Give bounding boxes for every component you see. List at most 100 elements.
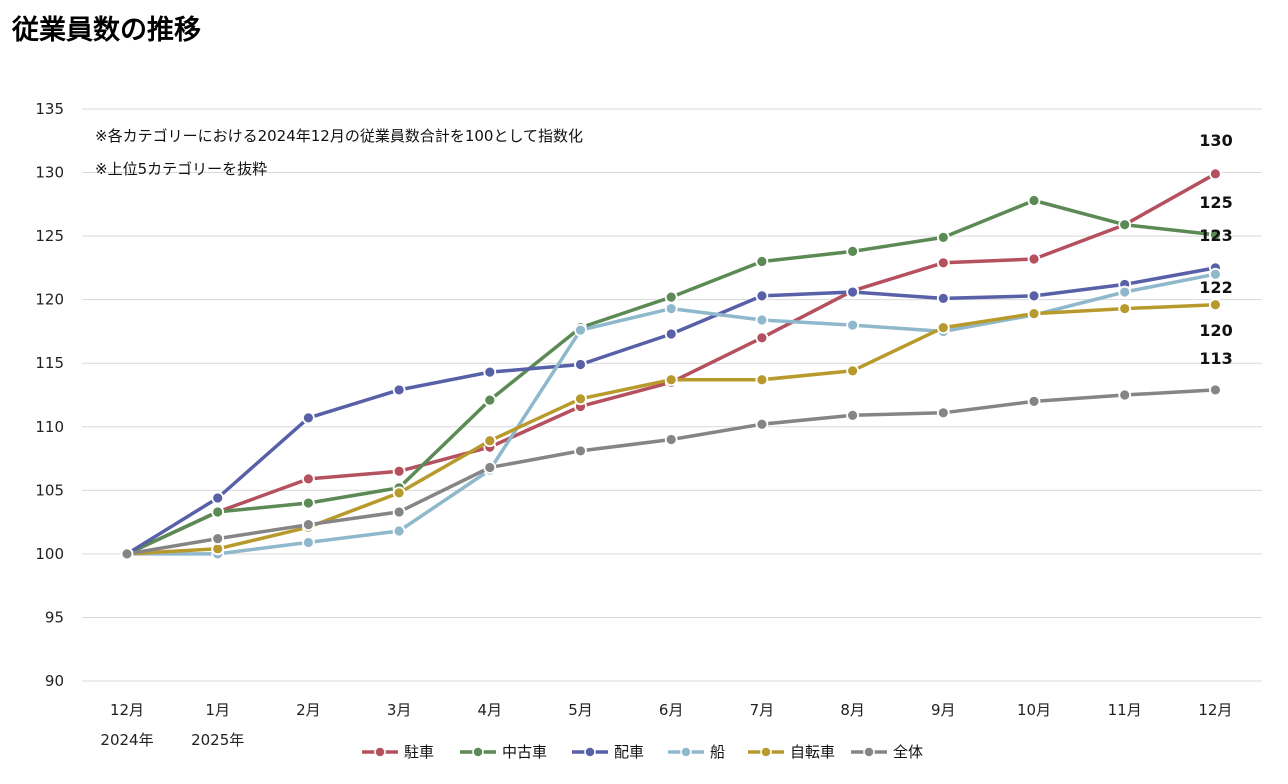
data-point: [574, 358, 587, 371]
data-point: [664, 290, 678, 304]
data-point: [664, 433, 678, 446]
data-point: [664, 373, 678, 387]
data-point: [755, 313, 769, 327]
data-point: [755, 373, 769, 387]
data-point: [392, 464, 406, 478]
data-point: [1209, 228, 1222, 242]
legend-swatch-marker: [472, 746, 484, 758]
x-tick-label: 8月: [840, 701, 865, 719]
data-point: [574, 444, 587, 458]
x-tick-label: 4月: [478, 701, 503, 719]
data-point: [211, 532, 225, 546]
data-point: [846, 285, 859, 299]
data-point: [936, 321, 950, 335]
series-1: [120, 194, 1222, 561]
x-tick-label: 5月: [568, 701, 593, 719]
data-point: [1118, 302, 1132, 315]
series-5: [120, 383, 1222, 561]
legend-swatch-marker: [584, 746, 596, 758]
data-point: [846, 318, 859, 332]
y-tick-label: 100: [35, 545, 64, 563]
legend-swatch-marker: [760, 746, 772, 758]
data-point: [936, 256, 950, 270]
data-point: [1209, 298, 1222, 312]
series-line: [125, 303, 1218, 556]
data-point: [1118, 388, 1132, 402]
data-point: [664, 327, 678, 341]
data-point: [755, 289, 769, 303]
y-tick-label: 115: [35, 354, 64, 372]
end-value-label: 113: [1199, 349, 1232, 368]
note-1: ※各カテゴリーにおける2024年12月の従業員数合計を100として指数化: [95, 127, 583, 145]
end-value-label: 122: [1199, 278, 1232, 297]
legend-item: 全体: [851, 743, 923, 761]
legend-swatch-marker: [680, 746, 692, 758]
x-tick-label: 1月: [205, 701, 230, 719]
legend-item: 中古車: [460, 743, 547, 761]
end-value-label: 120: [1199, 321, 1232, 340]
data-point: [483, 393, 497, 407]
data-point: [664, 302, 678, 315]
y-tick-label: 120: [35, 291, 64, 309]
legend-label: 自転車: [790, 743, 835, 761]
data-point: [301, 496, 315, 510]
note-2: ※上位5カテゴリーを抜粋: [95, 160, 267, 178]
legend-swatch-marker: [863, 746, 875, 758]
data-point: [936, 406, 950, 420]
gridlines: [82, 108, 1262, 682]
series-line: [125, 272, 1218, 556]
x-year-label: 2024年: [100, 731, 153, 749]
series-line: [125, 388, 1218, 556]
data-point: [1027, 252, 1041, 266]
data-point: [392, 524, 406, 538]
legend-label: 駐車: [404, 743, 434, 761]
y-axis-ticks: 90 95 100 105 110 115 120 125 130 135: [35, 100, 64, 690]
data-point: [392, 383, 406, 397]
data-point: [211, 505, 225, 519]
data-point: [1027, 289, 1041, 303]
data-point: [1209, 267, 1222, 281]
x-tick-label: 3月: [387, 701, 412, 719]
data-point: [1027, 394, 1041, 408]
data-point: [483, 434, 497, 448]
x-tick-label: 11月: [1108, 701, 1142, 719]
y-tick-label: 90: [45, 672, 64, 690]
x-tick-label: 12月: [1198, 701, 1232, 719]
chart-notes: ※各カテゴリーにおける2024年12月の従業員数合計を100として指数化 ※上位…: [95, 127, 583, 178]
data-point: [392, 486, 406, 500]
data-point: [936, 291, 950, 305]
data-point: [301, 472, 315, 486]
data-point: [211, 491, 225, 505]
legend-label: 全体: [893, 743, 923, 761]
data-point: [301, 518, 315, 532]
y-tick-label: 95: [45, 608, 64, 626]
data-point: [483, 461, 497, 474]
data-point: [574, 323, 587, 337]
x-year-label: 2025年: [191, 731, 244, 749]
legend-item: 船: [668, 743, 725, 761]
series-line: [125, 172, 1218, 556]
series-group: [120, 167, 1222, 561]
data-point: [301, 536, 315, 549]
x-tick-label: 10月: [1017, 701, 1051, 719]
y-tick-label: 105: [35, 481, 64, 499]
data-point: [846, 364, 859, 378]
series-0: [120, 167, 1222, 561]
end-value-label: 130: [1199, 131, 1232, 150]
x-axis-ticks: 12月 1月 2月 3月 4月 5月 6月 7月 8月 9月 10月 11月 12月 2024年 2025年: [100, 701, 1232, 749]
x-tick-label: 6月: [659, 701, 684, 719]
legend-label: 船: [710, 743, 725, 761]
data-point: [1209, 383, 1222, 397]
legend-swatch-marker: [374, 746, 386, 758]
x-tick-label: 7月: [750, 701, 775, 719]
data-point: [120, 547, 134, 561]
data-point: [574, 392, 587, 406]
end-labels: 130 125 123 122 120 113: [1199, 131, 1232, 368]
data-point: [483, 365, 497, 379]
y-tick-label: 135: [35, 100, 64, 118]
end-value-label: 125: [1199, 193, 1232, 212]
data-point: [1027, 194, 1041, 207]
legend-label: 中古車: [502, 743, 547, 761]
data-point: [301, 411, 315, 425]
